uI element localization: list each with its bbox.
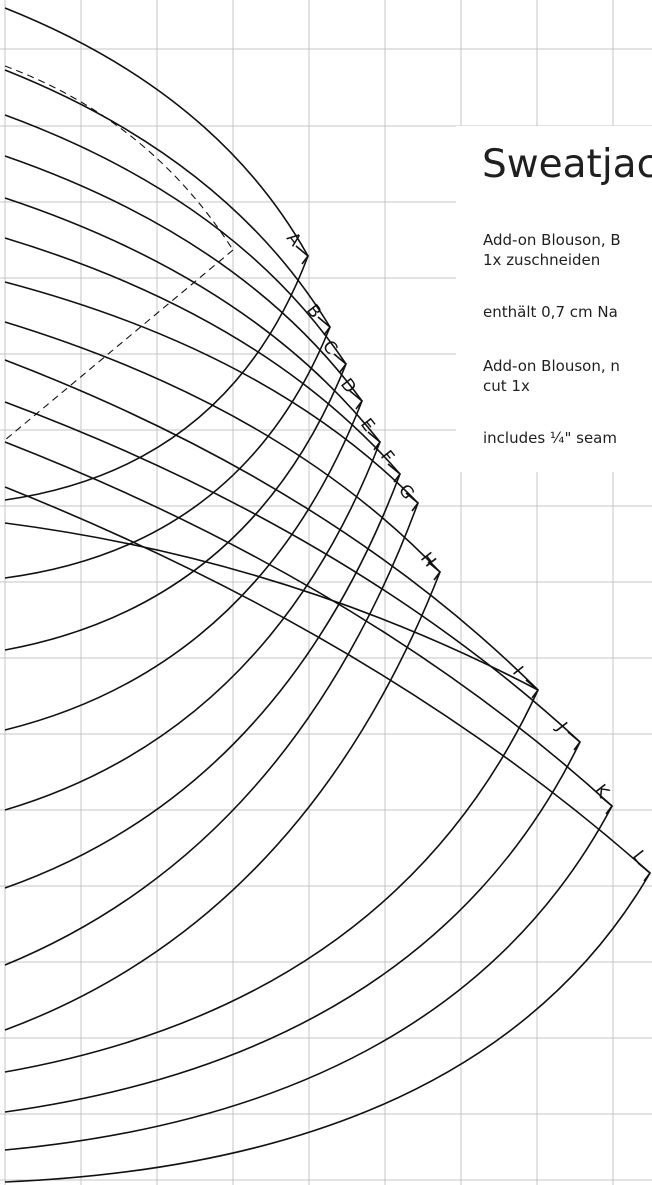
shoulder-curve-10 (4, 441, 613, 807)
armhole-curve-3 (4, 400, 363, 731)
corner-notch-9 (567, 731, 582, 751)
armhole-curve-2 (4, 363, 347, 651)
shoulder-curve-1 (4, 69, 331, 328)
corner-notch-3 (349, 390, 364, 410)
dashed-shoulder (4, 65, 234, 251)
armhole-curve-5 (4, 473, 401, 889)
armhole-curve-10 (4, 805, 613, 1151)
armhole-curve-0 (4, 255, 309, 501)
corner-notch-11 (637, 862, 652, 882)
armhole-curve-8 (4, 689, 539, 1073)
shoulder-curve-2 (4, 114, 347, 365)
corner-notch-0 (295, 245, 310, 265)
info-line-4: Add-on Blouson, n (483, 357, 620, 375)
info-box: Sweatjac Add-on Blouson, B 1x zuschneide… (456, 126, 652, 472)
info-line-1: Add-on Blouson, B (483, 231, 621, 249)
info-line-6: includes ¼" seam (483, 429, 617, 447)
corner-notch-1 (317, 316, 332, 336)
armhole-curve-4 (4, 441, 381, 811)
shoulder-curve-3 (4, 155, 363, 402)
size-label-a: A (282, 229, 305, 251)
shoulder-curve-8 (4, 359, 539, 691)
size-curves (4, 7, 652, 1183)
corner-notch-2 (333, 353, 348, 373)
shoulder-curve-9 (4, 401, 581, 743)
info-line-3: enthält 0,7 cm Na (483, 303, 618, 321)
size-label-f: F (376, 447, 398, 467)
armhole-curve-6 (4, 502, 419, 966)
corner-notch-10 (599, 795, 614, 815)
armhole-curve-11 (4, 872, 651, 1183)
info-line-5: cut 1x (483, 377, 530, 395)
info-line-2: 1x zuschneiden (483, 251, 601, 269)
shoulder-curve-6 (4, 281, 419, 504)
armhole-curve-9 (4, 741, 581, 1113)
armhole-curve-1 (4, 326, 331, 579)
shoulder-curve-5 (4, 237, 401, 475)
armhole-curve-7 (4, 571, 441, 1031)
dashed-diagonal (4, 249, 234, 441)
size-label-k: K (590, 781, 613, 803)
shoulder-curve-11 (4, 486, 651, 874)
corner-notch-6 (405, 492, 420, 512)
shoulder-curve-0 (4, 7, 309, 257)
pattern-title: Sweatjac (482, 142, 652, 187)
corner-notch-5 (387, 463, 402, 483)
dashed-guides (4, 65, 234, 441)
cross-curve (4, 522, 539, 691)
size-label-c: C (318, 337, 341, 359)
corner-notch-7 (427, 561, 442, 581)
shoulder-curve-4 (4, 197, 381, 443)
shoulder-curve-7 (4, 321, 441, 573)
